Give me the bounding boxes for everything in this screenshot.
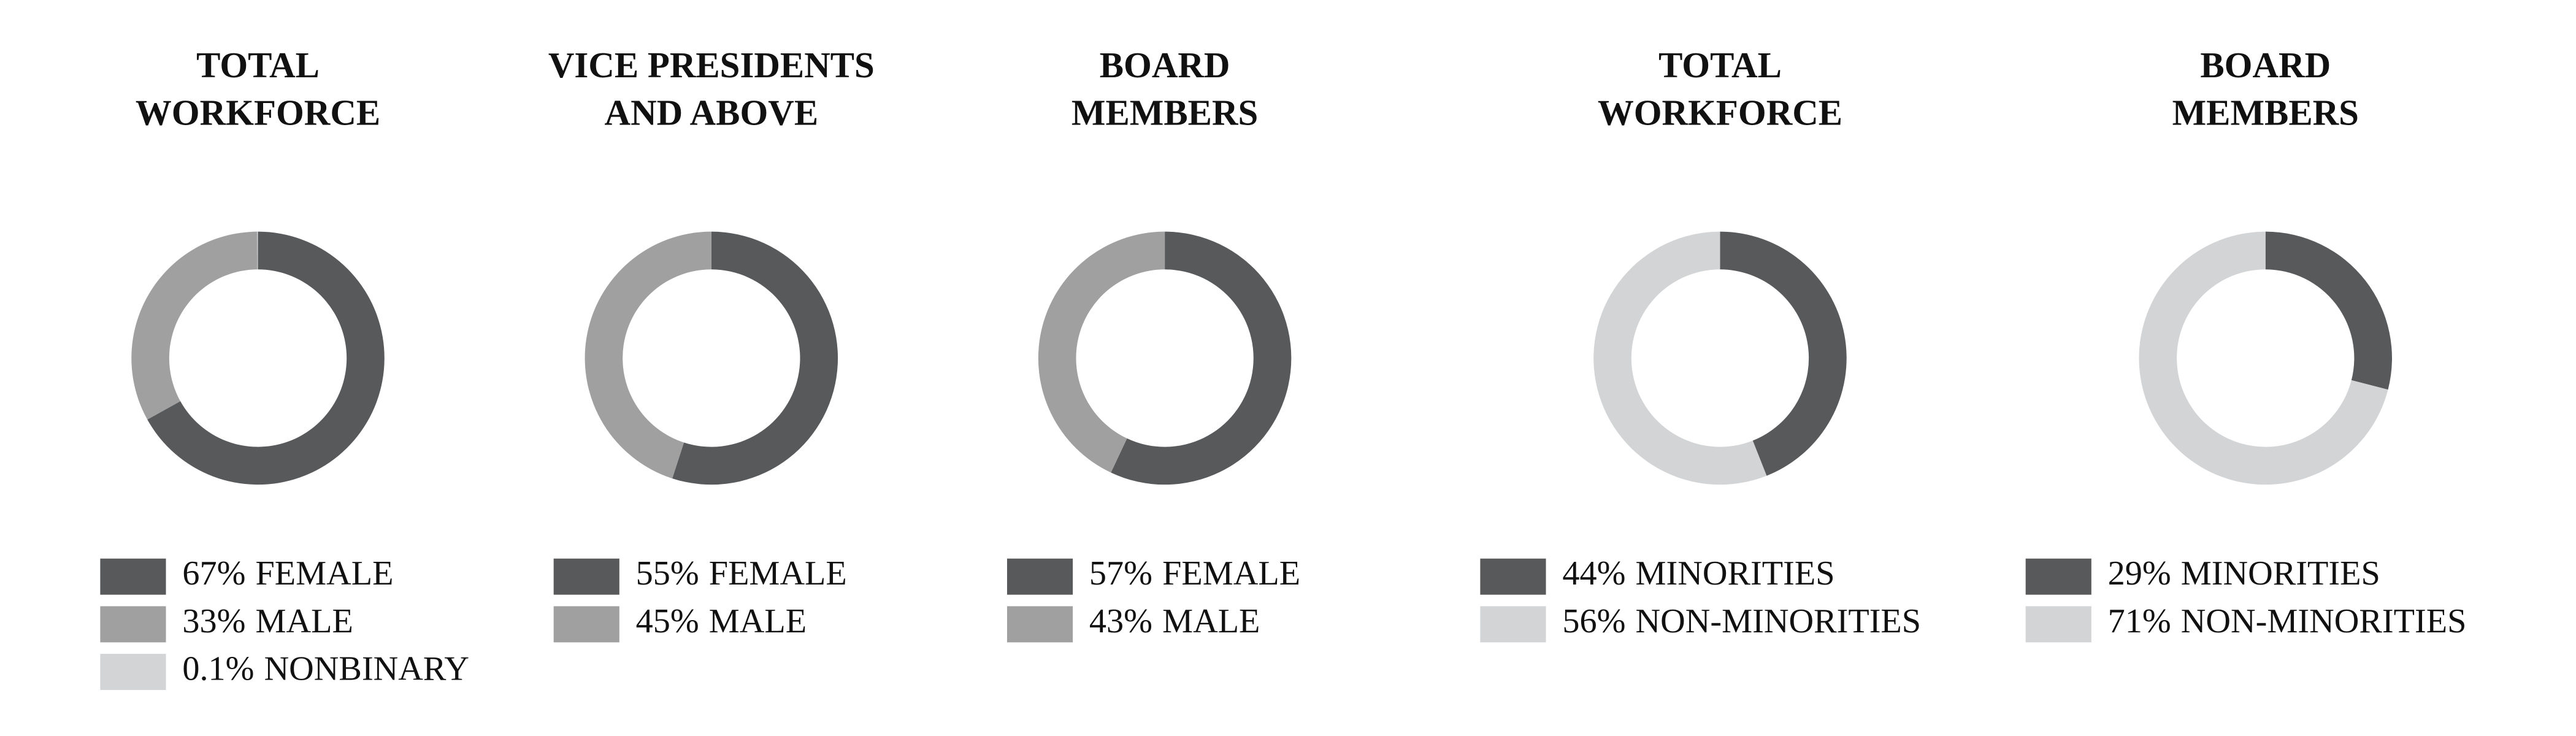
legend-label: MALE [1162,602,1260,640]
legend-label: FEMALE [1162,554,1300,592]
legend-entry: 29% MINORITIES [2108,554,2380,592]
chart-title: MEMBERS [2172,93,2359,133]
legend-value: 67% [182,554,245,592]
legend-value: 0.1% [182,650,254,688]
legend-entry: 43% MALE [1089,602,1260,640]
chart-title: AND ABOVE [605,93,819,133]
chart-title: TOTAL [1658,45,1782,85]
legend-swatch [553,606,619,643]
legend-entry: 0.1% NONBINARY [182,650,469,688]
legend-value: 71% [2108,602,2171,640]
legend-swatch [1480,558,1546,595]
legend-entry: 67% FEMALE [182,554,393,592]
donut-slice [1593,231,1767,485]
legend-value: 57% [1089,554,1152,592]
legend-entry: 55% FEMALE [636,554,847,592]
chart-title: VICE PRESIDENTS [548,45,875,85]
chart-title: MEMBERS [1071,93,1258,133]
donut-slice [147,231,385,485]
legend-value: 29% [2108,554,2171,592]
legend-value: 44% [1562,554,1625,592]
legend-entry: 57% FEMALE [1089,554,1300,592]
legend-swatch [2025,606,2091,643]
legend-label: NON-MINORITIES [2181,602,2467,640]
chart-title: BOARD [1100,45,1230,85]
legend-swatch [553,558,619,595]
legend-value: 56% [1562,602,1625,640]
legend-swatch [100,606,166,643]
legend-swatch [1480,606,1546,643]
legend-label: MINORITIES [1636,554,1835,592]
chart-title: WORKFORCE [136,93,380,133]
legend-label: MINORITIES [2181,554,2380,592]
donut-slice [1720,231,1847,476]
donut-slice [585,231,711,479]
donut-slice [1038,231,1165,473]
chart-title: WORKFORCE [1598,93,1842,133]
legend-swatch [100,558,166,595]
legend-value: 33% [182,602,245,640]
legend-entry: 44% MINORITIES [1562,554,1834,592]
legend-swatch [1006,606,1073,643]
donut-slice [1111,231,1292,485]
chart-title: BOARD [2200,45,2331,85]
legend-value: 43% [1089,602,1152,640]
donut-slice [2265,231,2393,390]
legend-swatch [100,654,166,690]
donut-slice [672,231,838,485]
legend-label: NONBINARY [264,650,469,688]
legend-label: FEMALE [709,554,847,592]
donut-slice [257,231,258,270]
donut-slice [2139,231,2388,485]
legend-value: 45% [636,602,699,640]
legend-swatch [2025,558,2091,595]
legend-entry: 45% MALE [636,602,807,640]
legend-entry: 71% NON-MINORITIES [2108,602,2467,640]
donut-slice [131,231,258,420]
legend-value: 55% [636,554,699,592]
legend-entry: 56% NON-MINORITIES [1562,602,1921,640]
legend-label: MALE [256,602,353,640]
legend-label: MALE [709,602,807,640]
legend-swatch [1006,558,1073,595]
legend-entry: 33% MALE [182,602,353,640]
chart-title: TOTAL [196,45,320,85]
legend-label: FEMALE [256,554,394,592]
legend-label: NON-MINORITIES [1636,602,1922,640]
